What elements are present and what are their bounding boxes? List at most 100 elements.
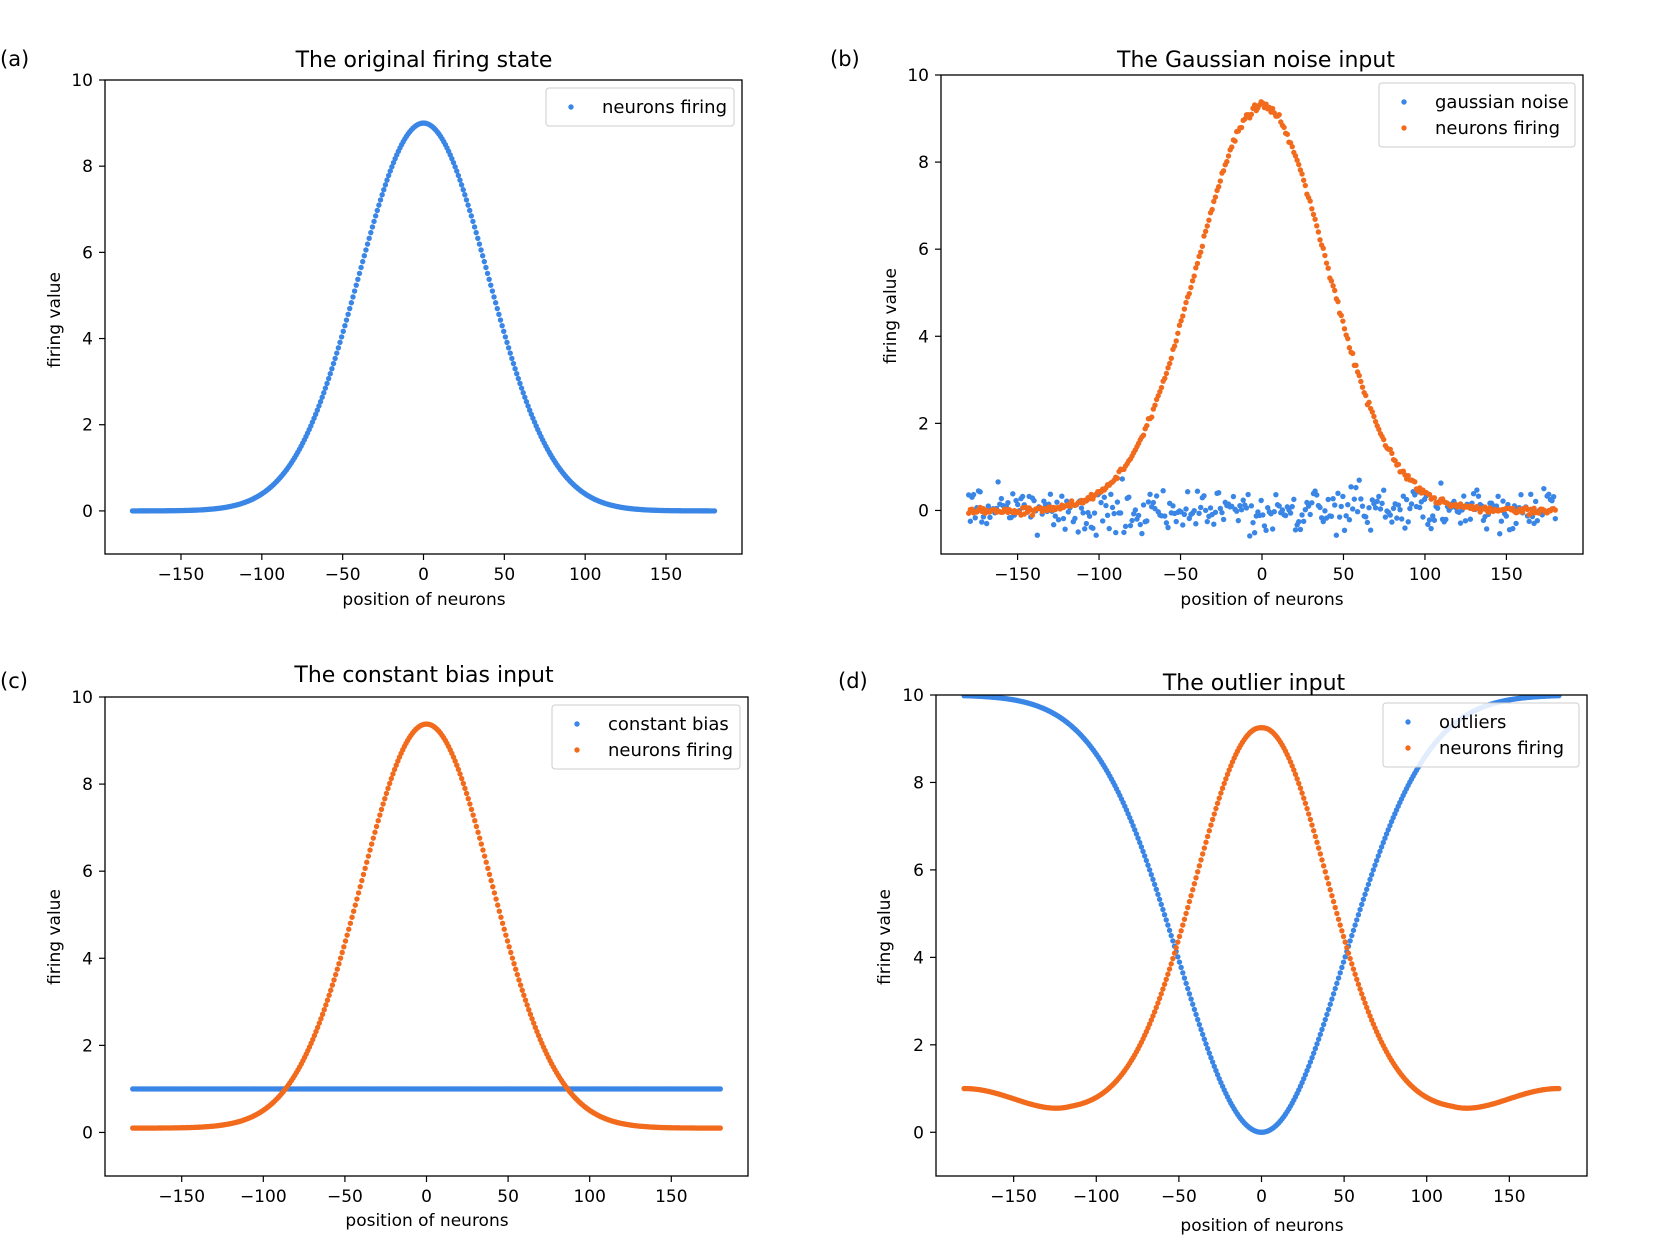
data-point xyxy=(454,168,460,174)
data-point xyxy=(1310,828,1317,834)
x-axis-label: position of neurons xyxy=(345,1211,508,1231)
data-point xyxy=(1260,512,1266,518)
data-point xyxy=(1160,906,1166,913)
y-axis-label: firing value xyxy=(875,889,895,985)
data-point xyxy=(1206,217,1212,223)
data-point xyxy=(1349,932,1355,939)
panel-b: (b) The Gaussian noise input position of… xyxy=(830,47,1584,610)
data-point xyxy=(462,192,468,198)
data-point xyxy=(1301,795,1307,801)
data-point xyxy=(512,966,519,972)
y-tick-label: 8 xyxy=(918,153,929,173)
data-point xyxy=(1405,472,1411,479)
data-point xyxy=(1201,845,1208,851)
data-point xyxy=(1188,284,1194,291)
data-point xyxy=(517,982,524,988)
data-point xyxy=(468,806,475,813)
data-point xyxy=(1265,505,1271,511)
data-point xyxy=(1369,409,1375,415)
data-point xyxy=(1297,526,1304,533)
data-point xyxy=(1362,1000,1368,1006)
data-point xyxy=(1330,283,1336,289)
data-point xyxy=(496,908,503,914)
data-point xyxy=(1150,1013,1156,1019)
panel-label: (d) xyxy=(838,669,868,693)
data-point xyxy=(1166,927,1173,934)
y-axis-label: firing value xyxy=(881,268,901,364)
data-point xyxy=(1431,495,1438,501)
data-point xyxy=(1347,938,1353,944)
data-point xyxy=(1518,491,1524,498)
data-point xyxy=(338,334,345,340)
data-point xyxy=(1305,503,1312,509)
data-point xyxy=(1080,510,1086,516)
data-point xyxy=(1390,505,1397,512)
axes-frame xyxy=(104,79,743,555)
data-point xyxy=(1065,509,1072,515)
data-point xyxy=(318,1016,324,1022)
data-point xyxy=(1191,507,1197,514)
data-point xyxy=(525,403,531,409)
data-point xyxy=(512,365,518,372)
data-point xyxy=(334,966,341,972)
data-point xyxy=(504,339,510,346)
y-tick-label: 10 xyxy=(71,71,93,91)
data-point xyxy=(1191,273,1197,279)
data-point xyxy=(470,812,476,818)
data-point xyxy=(1526,518,1532,525)
data-point xyxy=(337,339,343,346)
data-point xyxy=(319,394,325,400)
data-point xyxy=(467,801,473,807)
data-point xyxy=(1407,505,1413,512)
y-tick-label: 2 xyxy=(913,1036,924,1056)
data-point xyxy=(1202,507,1209,514)
data-point xyxy=(391,766,398,773)
data-point xyxy=(1248,111,1255,118)
data-point xyxy=(361,253,368,259)
x-tick-label: −150 xyxy=(158,1187,205,1207)
data-point xyxy=(1229,144,1235,150)
data-point xyxy=(326,992,332,998)
y-tick-label: 0 xyxy=(913,1123,924,1143)
data-point xyxy=(1334,910,1340,917)
data-point xyxy=(1408,501,1415,507)
data-point xyxy=(1170,938,1176,944)
legend: constant bias neurons firing xyxy=(551,704,741,770)
legend: neurons firing xyxy=(545,87,735,127)
data-point xyxy=(457,177,463,183)
data-point xyxy=(488,282,494,288)
data-point xyxy=(1315,1036,1322,1042)
data-point xyxy=(1307,198,1313,204)
data-point xyxy=(1276,111,1282,118)
data-point xyxy=(1273,492,1279,498)
data-point xyxy=(354,896,360,902)
data-point xyxy=(312,411,319,417)
data-point xyxy=(1320,1021,1327,1028)
data-point xyxy=(1209,1059,1216,1065)
data-point xyxy=(1400,493,1407,499)
data-point xyxy=(1335,298,1341,305)
data-point xyxy=(1354,976,1360,982)
x-tick-label: 100 xyxy=(569,565,601,585)
data-point xyxy=(1334,980,1340,987)
legend-label: outliers xyxy=(1439,712,1506,733)
y-tick-label: 6 xyxy=(918,240,929,260)
data-point xyxy=(475,829,481,835)
data-point xyxy=(471,224,478,230)
data-point xyxy=(1199,1031,1206,1038)
panel-c: (c) The constant bias input position of … xyxy=(0,663,749,1231)
data-point xyxy=(1193,875,1199,881)
data-point xyxy=(1332,904,1338,911)
data-point xyxy=(1019,493,1026,500)
data-point xyxy=(1219,785,1226,791)
data-point xyxy=(1183,910,1189,917)
data-point xyxy=(1147,491,1153,497)
data-point xyxy=(1556,1085,1562,1092)
data-point xyxy=(711,508,718,514)
data-point xyxy=(1010,491,1016,497)
data-point xyxy=(379,192,385,198)
data-point xyxy=(1261,523,1268,529)
data-point xyxy=(522,394,528,400)
data-point xyxy=(1166,360,1173,367)
data-point xyxy=(1461,493,1467,499)
